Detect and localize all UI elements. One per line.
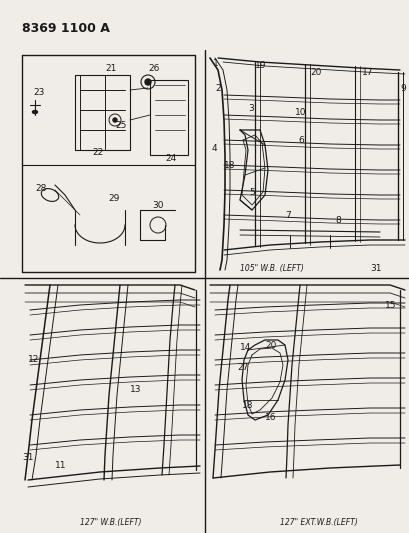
Text: 9: 9 — [399, 84, 405, 93]
Text: 7: 7 — [284, 211, 290, 220]
Circle shape — [145, 79, 151, 85]
Text: 27: 27 — [236, 364, 248, 373]
Text: 127" EXT.W.B.(LEFT): 127" EXT.W.B.(LEFT) — [279, 518, 357, 527]
Text: 22: 22 — [92, 148, 103, 157]
Text: 2: 2 — [214, 84, 220, 93]
Text: 8369 1100 A: 8369 1100 A — [22, 22, 110, 35]
Text: 3: 3 — [247, 103, 253, 112]
Text: 30: 30 — [152, 200, 163, 209]
Text: 15: 15 — [384, 301, 396, 310]
Text: 10: 10 — [294, 108, 306, 117]
Text: 12: 12 — [28, 356, 39, 365]
Text: 20: 20 — [309, 68, 321, 77]
Ellipse shape — [32, 110, 37, 114]
Text: 127" W.B.(LEFT): 127" W.B.(LEFT) — [80, 518, 141, 527]
Text: 29: 29 — [108, 193, 119, 203]
Text: 16: 16 — [264, 414, 276, 423]
Bar — [150, 80, 188, 155]
Text: 5: 5 — [248, 188, 254, 197]
Text: 6: 6 — [297, 135, 303, 144]
Text: 19: 19 — [254, 61, 266, 69]
Text: 18: 18 — [241, 400, 253, 409]
Text: 23: 23 — [33, 87, 44, 96]
Text: 1: 1 — [213, 59, 218, 68]
Text: 24: 24 — [164, 154, 176, 163]
Text: 31: 31 — [22, 454, 34, 463]
Text: 20: 20 — [264, 341, 276, 350]
Text: 28: 28 — [35, 183, 46, 192]
Text: 17: 17 — [361, 68, 373, 77]
Text: 13: 13 — [130, 385, 141, 394]
Text: 26: 26 — [148, 63, 159, 72]
Text: 4: 4 — [211, 143, 217, 152]
Text: 8: 8 — [334, 215, 340, 224]
Text: 105" W.B. (LEFT): 105" W.B. (LEFT) — [239, 263, 303, 272]
Text: 11: 11 — [55, 462, 66, 471]
Text: 14: 14 — [239, 343, 251, 352]
Text: 21: 21 — [105, 63, 116, 72]
Text: 18: 18 — [223, 160, 235, 169]
Circle shape — [113, 118, 117, 122]
Text: 25: 25 — [115, 120, 126, 130]
Text: 31: 31 — [369, 263, 380, 272]
